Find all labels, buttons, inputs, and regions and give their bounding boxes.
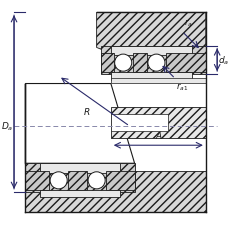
Bar [110,46,191,56]
Bar [110,73,191,80]
Polygon shape [25,164,134,192]
Text: $d_a$: $d_a$ [217,54,228,67]
Circle shape [50,172,67,189]
Text: $r_a$: $r_a$ [183,17,192,28]
Bar [110,79,205,83]
Polygon shape [101,54,113,73]
Bar [39,164,120,173]
Polygon shape [68,171,87,190]
Bar [39,190,120,198]
Bar [110,114,167,131]
Bar [110,108,205,138]
Text: $D_a$: $D_a$ [1,120,13,133]
Text: $r_{a1}$: $r_{a1}$ [176,81,188,93]
Text: R: R [84,107,90,116]
Polygon shape [25,171,205,212]
Polygon shape [165,54,205,73]
Circle shape [114,55,131,72]
Polygon shape [25,84,134,164]
Polygon shape [25,171,49,190]
Polygon shape [96,13,205,67]
Circle shape [88,172,105,189]
Text: A: A [155,132,161,141]
Polygon shape [106,171,134,190]
Polygon shape [132,54,146,73]
Circle shape [147,55,164,72]
Polygon shape [101,46,205,75]
